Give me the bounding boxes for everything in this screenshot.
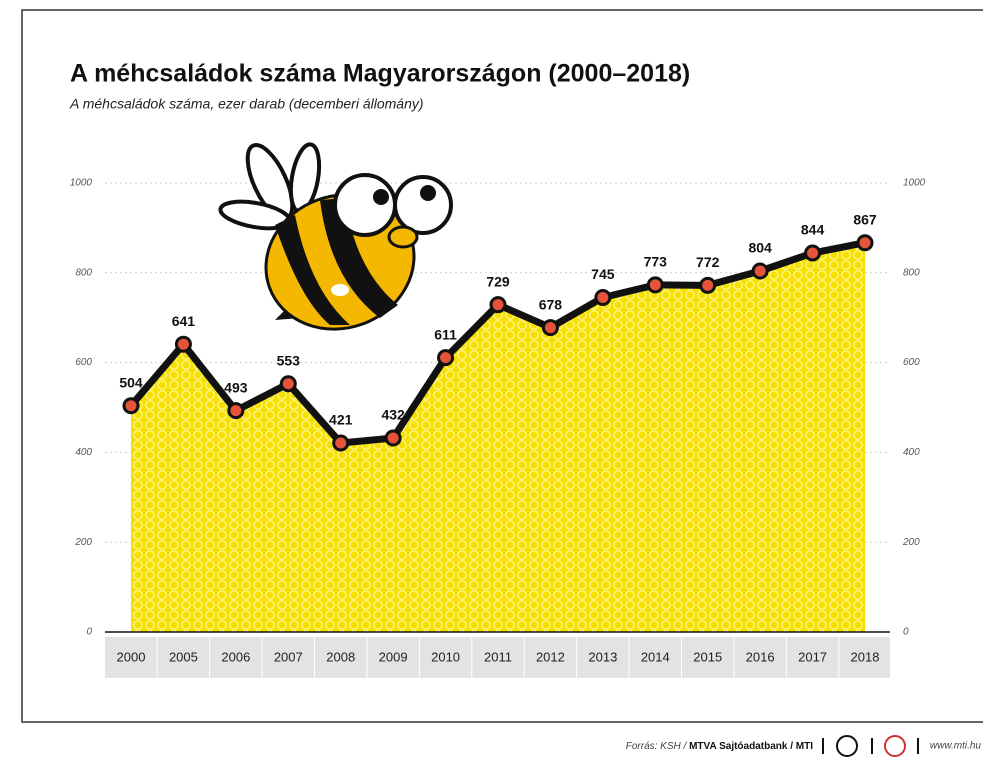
marker xyxy=(701,278,715,292)
marker xyxy=(281,377,295,391)
value-label: 773 xyxy=(644,254,668,270)
value-label: 641 xyxy=(172,313,196,329)
value-label: 611 xyxy=(434,326,457,342)
marker xyxy=(753,264,767,278)
logo xyxy=(837,736,857,756)
x-tick-label: 2007 xyxy=(274,649,303,664)
value-label: 432 xyxy=(381,407,405,423)
marker xyxy=(648,278,662,292)
value-label: 553 xyxy=(277,352,301,368)
value-label: 729 xyxy=(486,273,510,289)
value-label: 772 xyxy=(696,254,720,270)
x-tick-label: 2006 xyxy=(221,649,250,664)
marker xyxy=(124,399,138,413)
source-bold: MTVA Sajtóadatbank / MTI xyxy=(689,741,813,752)
marker xyxy=(806,246,820,260)
marker xyxy=(439,351,453,365)
value-label: 804 xyxy=(748,240,772,256)
x-tick-label: 2015 xyxy=(693,649,722,664)
marker xyxy=(543,321,557,335)
value-label: 493 xyxy=(224,379,248,395)
y2-tick-label: 600 xyxy=(903,357,920,368)
marker xyxy=(858,236,872,250)
marker xyxy=(334,436,348,450)
value-label: 678 xyxy=(539,296,563,312)
source: Forrás: KSH / MTVA Sajtóadatbank / MTI xyxy=(626,741,813,752)
x-tick-label: 2018 xyxy=(851,649,880,664)
value-label: 867 xyxy=(853,211,877,227)
chart-subtitle: A méhcsaládok száma, ezer darab (decembe… xyxy=(69,96,424,112)
marker xyxy=(386,431,400,445)
x-tick-label: 2011 xyxy=(484,649,512,664)
x-tick-label: 2008 xyxy=(326,649,355,664)
x-tick-label: 2016 xyxy=(746,649,775,664)
y-tick-label: 600 xyxy=(75,357,92,368)
value-label: 421 xyxy=(329,412,353,428)
source-text: Forrás: KSH / xyxy=(626,741,688,752)
x-tick-label: 2010 xyxy=(431,649,460,664)
x-tick-label: 2017 xyxy=(798,649,827,664)
value-label: 504 xyxy=(119,374,143,390)
marker xyxy=(229,404,243,418)
x-tick-label: 2005 xyxy=(169,649,198,664)
y2-tick-label: 800 xyxy=(903,267,920,278)
marker xyxy=(176,337,190,351)
marker xyxy=(491,298,505,312)
y2-tick-label: 400 xyxy=(903,447,920,458)
y2-tick-label: 0 xyxy=(903,627,909,638)
marker xyxy=(596,290,610,304)
y-tick-label: 200 xyxy=(74,537,92,548)
x-tick-label: 2013 xyxy=(588,649,617,664)
x-tick-label: 2009 xyxy=(379,649,408,664)
logo xyxy=(885,736,905,756)
y-tick-label: 0 xyxy=(86,627,92,638)
x-tick-label: 2014 xyxy=(641,649,670,664)
y-tick-label: 1000 xyxy=(70,178,93,189)
value-label: 844 xyxy=(801,222,825,238)
website: www.mti.hu xyxy=(930,741,982,752)
y-tick-label: 800 xyxy=(75,267,92,278)
value-label: 745 xyxy=(591,266,615,282)
y2-tick-label: 1000 xyxy=(903,178,926,189)
chart: A méhcsaládok száma Magyarországon (2000… xyxy=(0,0,983,761)
x-tick-label: 2012 xyxy=(536,649,565,664)
y-tick-label: 400 xyxy=(75,447,92,458)
x-tick-label: 2000 xyxy=(117,649,146,664)
y2-tick-label: 200 xyxy=(902,537,920,548)
chart-title: A méhcsaládok száma Magyarországon (2000… xyxy=(70,60,690,88)
